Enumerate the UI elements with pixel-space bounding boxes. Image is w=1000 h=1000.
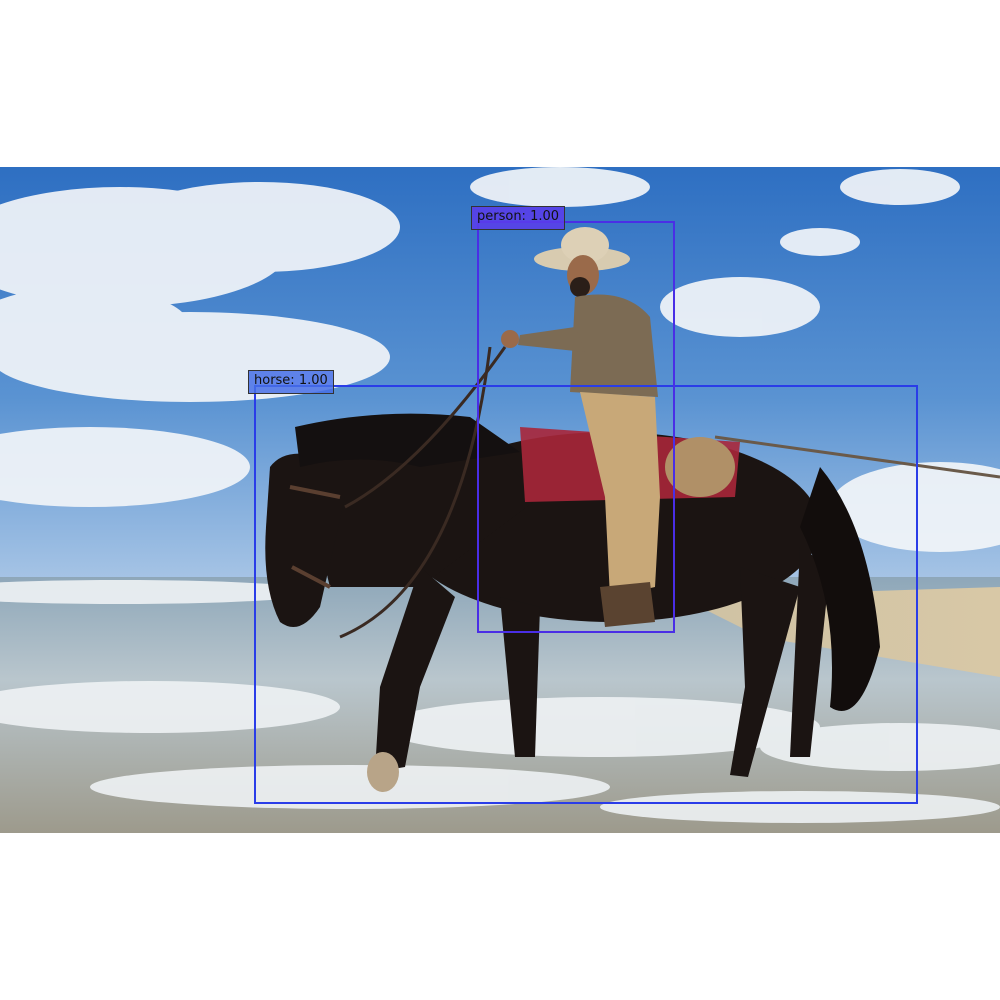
clouds: [0, 167, 1000, 552]
horse-bounding-box: [254, 385, 918, 804]
surf-foam: [0, 580, 1000, 823]
horse-detection-label: horse: 1.00: [248, 370, 334, 394]
rider-figure: [501, 227, 660, 627]
person-detection-label: person: 1.00: [471, 206, 566, 230]
photo-scene: [0, 167, 1000, 833]
person-bounding-box: [477, 221, 675, 633]
photo: [0, 167, 1000, 833]
lead-rope: [714, 435, 1000, 479]
